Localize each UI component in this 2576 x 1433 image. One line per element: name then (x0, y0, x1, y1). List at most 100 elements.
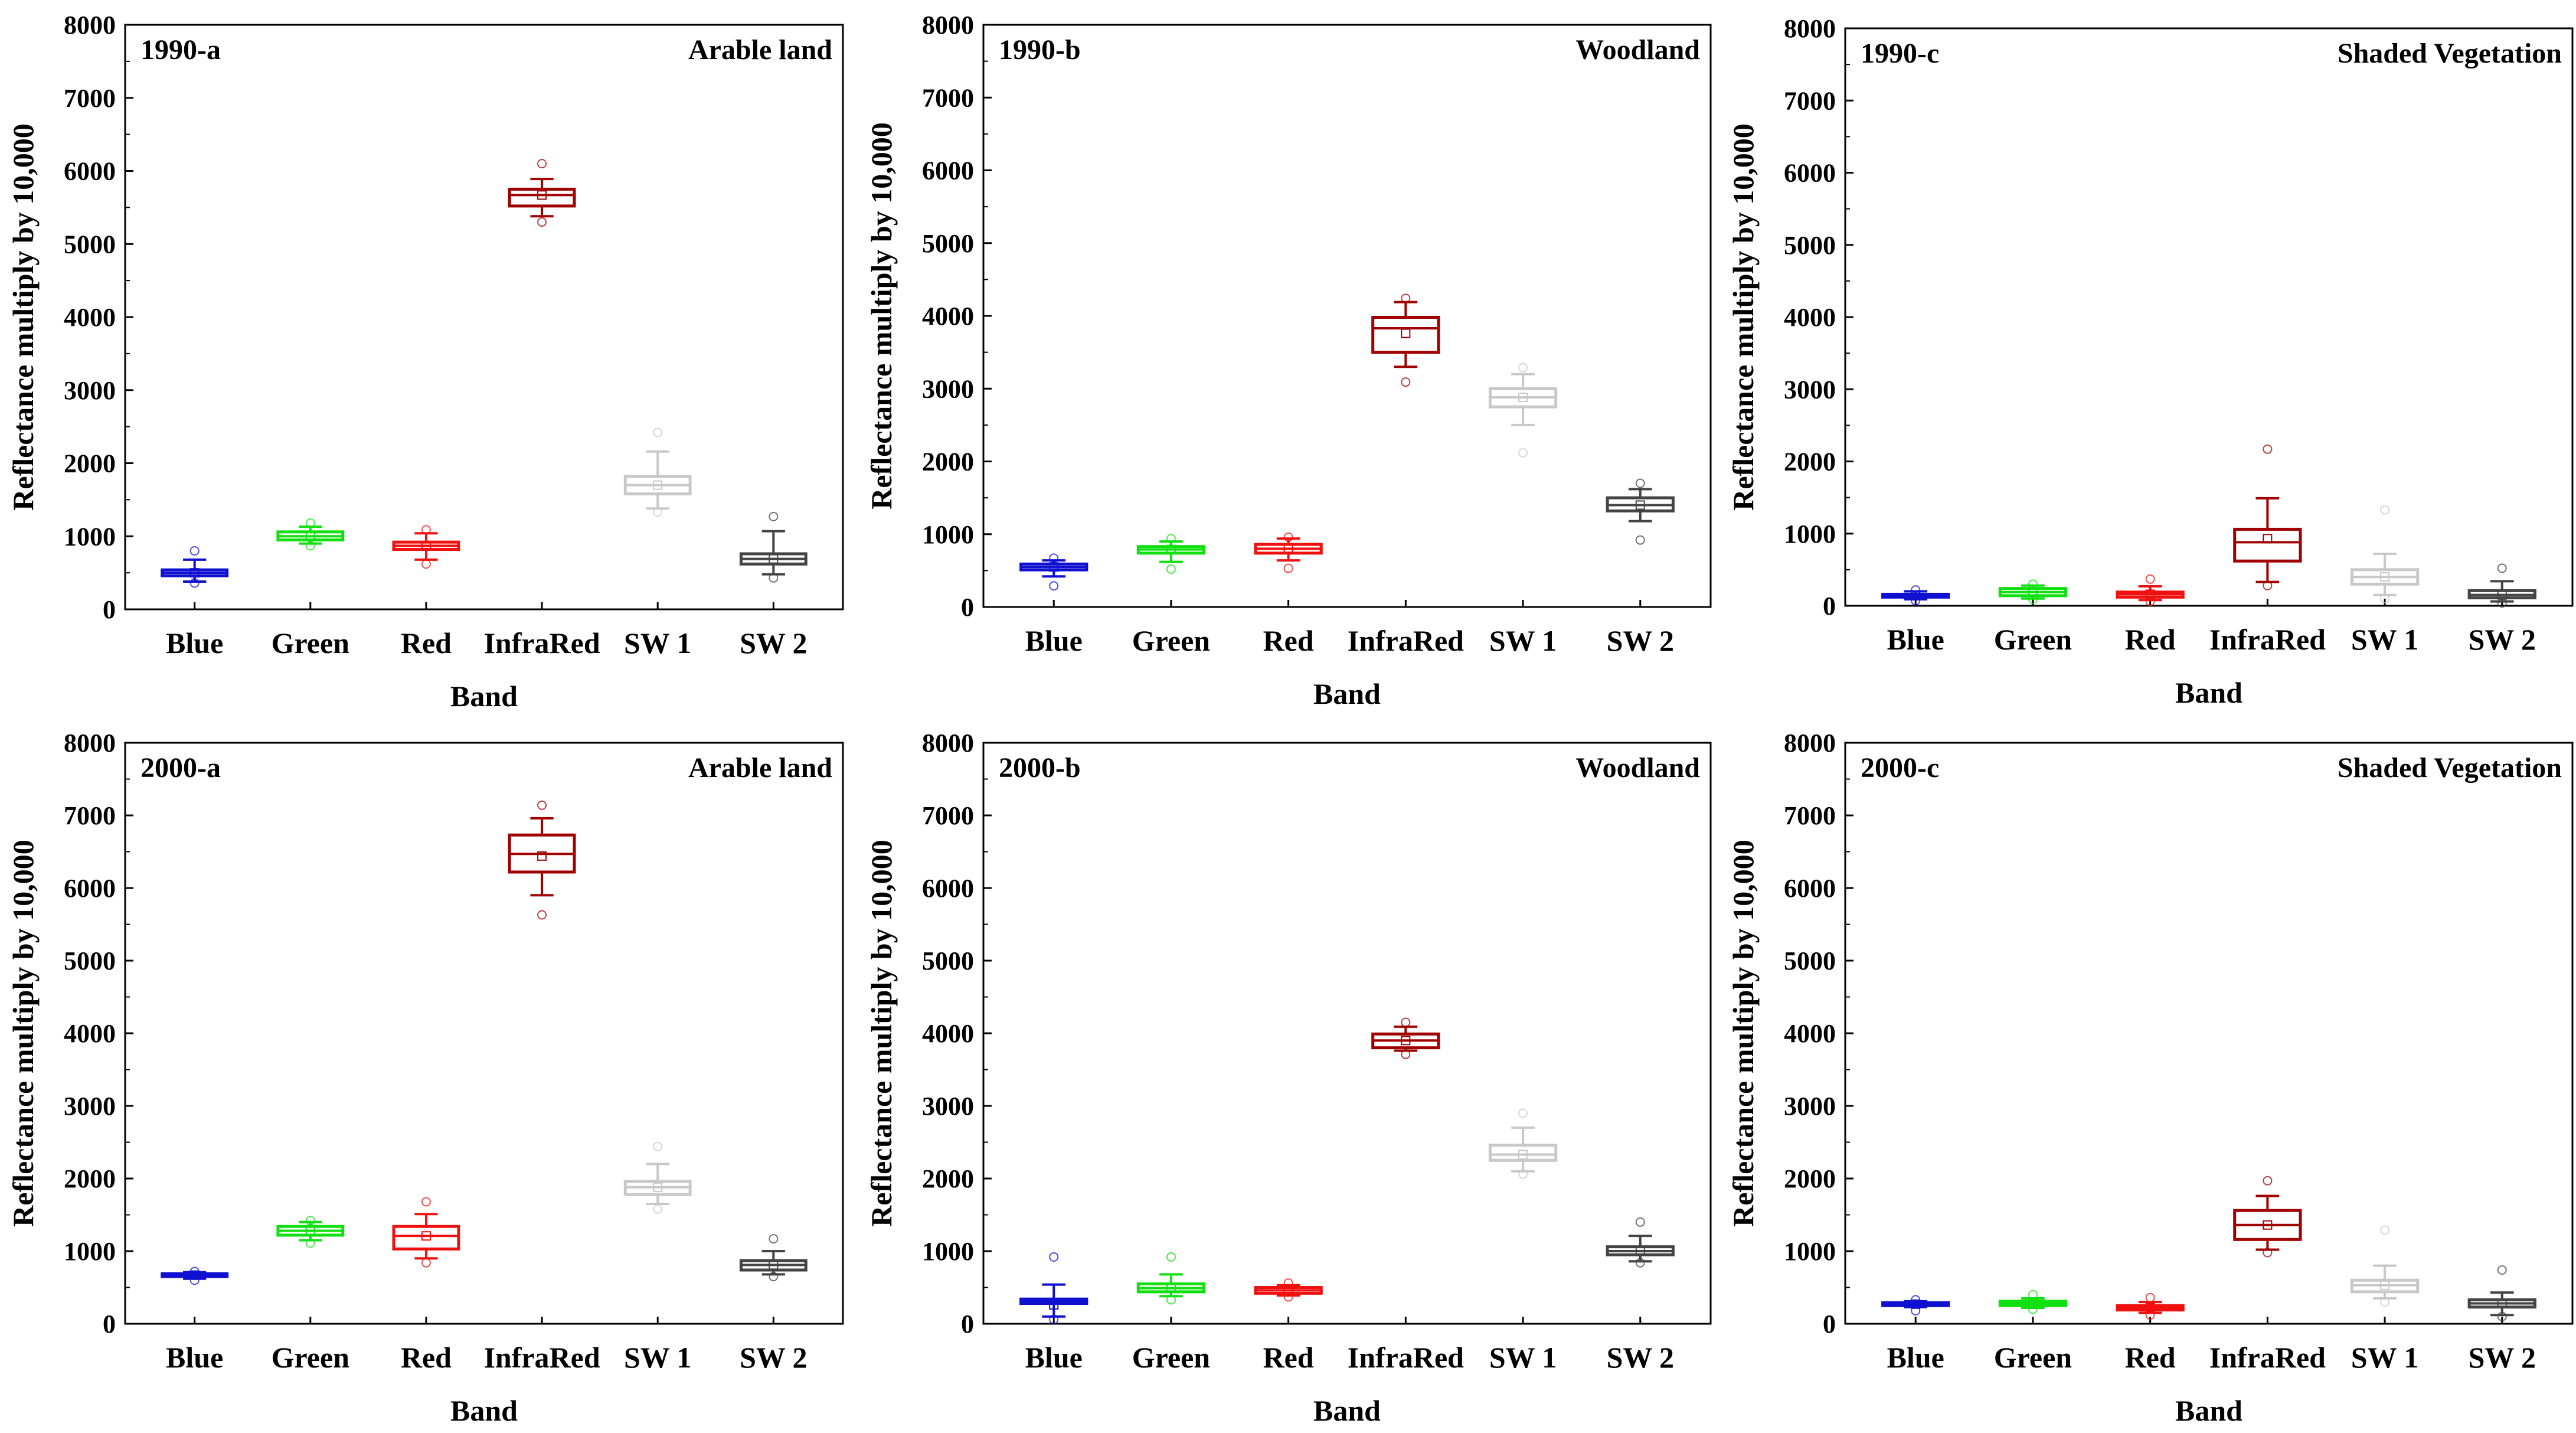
panel-id: 1990-b (999, 34, 1081, 66)
y-tick-label: 2000 (1784, 1164, 1836, 1193)
box-green (276, 1216, 345, 1248)
y-tick-label: 6000 (922, 874, 974, 903)
y-tick-label: 7000 (64, 801, 116, 830)
panel-id: 2000-c (1861, 752, 1939, 784)
panel-1990-b: 0 1000 2000 3000 4000 5000 6000 7000 8000 Blue Gre… (865, 11, 1712, 710)
mean-marker (1283, 1285, 1293, 1295)
y-tick-label: 2000 (1784, 448, 1836, 476)
box-blue (1881, 1295, 1950, 1316)
outlier-point (2145, 574, 2155, 584)
y-tick-label: 8000 (64, 729, 116, 758)
outlier-point (189, 578, 200, 588)
outlier-point (1401, 293, 1411, 303)
box-red (392, 1197, 460, 1268)
outlier-point (2380, 1225, 2390, 1235)
box-body (1371, 315, 1440, 354)
mean-marker (189, 1270, 200, 1280)
box-blue (1019, 1252, 1088, 1324)
outlier-point (1049, 581, 1059, 591)
outlier-point (1401, 1049, 1411, 1059)
mean-marker (537, 851, 547, 861)
box-sw-2 (2467, 1265, 2536, 1321)
y-tick-label: 3000 (1784, 375, 1836, 404)
outlier-point (1049, 1314, 1059, 1324)
mean-marker (305, 1226, 315, 1236)
box-body (392, 1225, 460, 1251)
outlier-point (2497, 598, 2507, 608)
x-tick-label: Red (2125, 1341, 2176, 1374)
x-tick-label: Red (1263, 1341, 1314, 1374)
outlier-point (2145, 1310, 2155, 1320)
outlier-point (1401, 1017, 1411, 1027)
mean-marker (1518, 1150, 1528, 1160)
panel-title: Shaded Vegetation (2338, 752, 2562, 784)
y-tick-label: 8000 (1784, 14, 1836, 43)
outlier-point (2380, 505, 2390, 515)
outlier-point (1401, 377, 1411, 387)
mean-marker (189, 568, 200, 578)
outlier-point (653, 507, 663, 517)
y-tick-label: 4000 (922, 302, 974, 331)
box-sw-2 (1606, 1217, 1675, 1268)
y-tick-label: 5000 (1784, 946, 1836, 975)
x-tick-label: Green (1132, 624, 1211, 657)
mean-marker (1166, 544, 1176, 554)
mean-marker (769, 554, 779, 564)
outlier-point (1518, 1108, 1528, 1118)
y-tick-label: 7000 (1784, 86, 1836, 115)
outlier-point (2263, 580, 2273, 590)
mean-marker (653, 480, 663, 490)
y-tick-label: 7000 (922, 801, 974, 830)
outlier-point (1911, 1295, 1921, 1305)
box-green (1136, 534, 1206, 574)
box-red (392, 525, 460, 569)
x-tick-label: SW 2 (1607, 1341, 1674, 1374)
y-tick-label: 4000 (64, 1019, 116, 1048)
y-axis-label: Reflectance multiply by 10,000 (865, 122, 898, 509)
panel-2000-a: 0 1000 2000 3000 4000 5000 6000 7000 8000 Blue Gre… (6, 729, 844, 1427)
mean-marker (2380, 572, 2390, 582)
box-sw-2 (739, 1234, 808, 1282)
box-green (1998, 579, 2068, 604)
y-tick-label: 8000 (1784, 729, 1836, 758)
outlier-point (1911, 1305, 1921, 1316)
y-tick-label: 3000 (64, 1092, 116, 1121)
mean-marker (1911, 590, 1921, 600)
mean-marker (1049, 1300, 1059, 1310)
x-axis-label: Band (450, 680, 518, 713)
x-tick-label: Blue (1025, 1341, 1083, 1374)
outlier-point (1049, 1252, 1059, 1262)
box-blue (1019, 553, 1088, 591)
y-tick-label: 5000 (64, 946, 116, 975)
y-tick-label: 1000 (1784, 1237, 1836, 1266)
panel-id: 2000-b (999, 752, 1081, 784)
panel-title: Shaded Vegetation (2338, 38, 2562, 69)
panel-title: Woodland (1575, 752, 1700, 784)
y-tick-label: 0 (103, 595, 116, 624)
x-tick-label: SW 1 (2351, 623, 2418, 656)
y-axis-label: Reflectance multiply by 10,000 (1727, 123, 1760, 510)
box-green (276, 518, 345, 551)
x-axis-label: Band (1313, 677, 1381, 710)
x-tick-label: InfraRed (2209, 623, 2326, 656)
outlier-point (2380, 593, 2390, 603)
x-tick-label: SW 1 (624, 626, 691, 660)
outlier-point (421, 1258, 431, 1268)
x-tick-label: Green (1994, 623, 2072, 656)
x-tick-label: SW 2 (740, 1341, 807, 1374)
x-tick-label: SW 1 (624, 1341, 691, 1374)
y-tick-label: 3000 (64, 376, 116, 405)
box-infrared (2233, 444, 2302, 590)
x-tick-label: InfraRed (483, 626, 600, 660)
y-tick-label: 3000 (1784, 1092, 1836, 1121)
box-sw-1 (2350, 1225, 2420, 1307)
outlier-point (2497, 563, 2507, 573)
box-sw-1 (1488, 1108, 1558, 1179)
outlier-point (769, 1234, 779, 1244)
y-tick-label: 5000 (1784, 231, 1836, 260)
outlier-point (1518, 363, 1528, 373)
mean-marker (2145, 1303, 2155, 1313)
box-sw-2 (2467, 563, 2536, 608)
y-tick-label: 5000 (922, 946, 974, 975)
outlier-point (2497, 1311, 2507, 1321)
